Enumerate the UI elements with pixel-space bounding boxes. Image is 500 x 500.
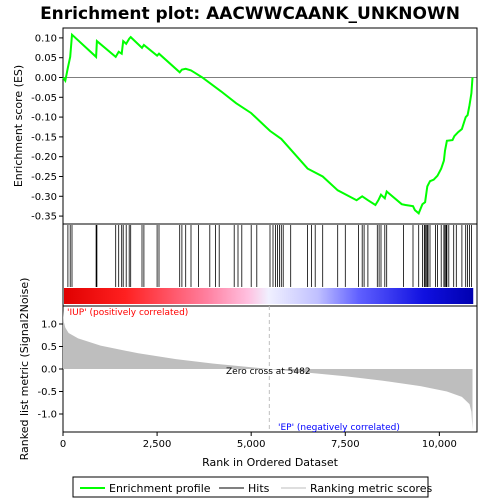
enrichment-y-tick-label: -0.10	[31, 113, 57, 124]
ranking-color-bar	[64, 288, 473, 304]
enrichment-y-tick-label: -0.15	[31, 132, 57, 143]
legend-label-ranking-metric: Ranking metric scores	[310, 482, 432, 495]
enrichment-y-tick-label: -0.20	[31, 152, 57, 163]
metric-y-label: Ranked list metric (Signal2Noise)	[18, 278, 31, 461]
chart-title: Enrichment plot: AACWWCAANK_UNKNOWN	[40, 4, 460, 24]
x-tick-label: 5,000	[237, 439, 266, 450]
legend: Enrichment profile Hits Ranking metric s…	[73, 477, 432, 497]
positive-correlation-label: 'IUP' (positively correlated)	[67, 308, 188, 318]
metric-y-tick-label: 1.0	[41, 320, 57, 331]
enrichment-y-tick-label: -0.35	[31, 212, 57, 223]
metric-y-tick-label: 0.5	[41, 342, 57, 353]
zero-cross-label: Zero cross at 5482	[226, 367, 311, 377]
metric-y-tick-label: -0.5	[37, 387, 57, 398]
enrichment-y-tick-label: 0.00	[35, 73, 57, 84]
legend-label-enrichment-profile: Enrichment profile	[109, 482, 211, 495]
x-axis-label: Rank in Ordered Dataset	[202, 456, 339, 469]
legend-label-hits: Hits	[248, 482, 270, 495]
negative-correlation-label: 'EP' (negatively correlated)	[278, 423, 400, 433]
metric-y-tick-label: 0.0	[41, 365, 57, 376]
enrichment-y-label: Enrichment score (ES)	[12, 65, 25, 187]
enrichment-y-tick-label: -0.30	[31, 192, 57, 203]
enrichment-y-tick-label: 0.10	[35, 33, 57, 44]
enrichment-y-tick-label: 0.05	[35, 53, 57, 64]
enrichment-y-tick-label: -0.25	[31, 172, 57, 183]
enrichment-y-tick-label: -0.05	[31, 93, 57, 104]
x-tick-label: 7,500	[331, 439, 360, 450]
x-tick-label: 10,000	[422, 439, 457, 450]
metric-y-tick-label: -1.0	[37, 410, 57, 421]
x-tick-label: 2,500	[143, 439, 172, 450]
x-tick-label: 0	[60, 439, 66, 450]
